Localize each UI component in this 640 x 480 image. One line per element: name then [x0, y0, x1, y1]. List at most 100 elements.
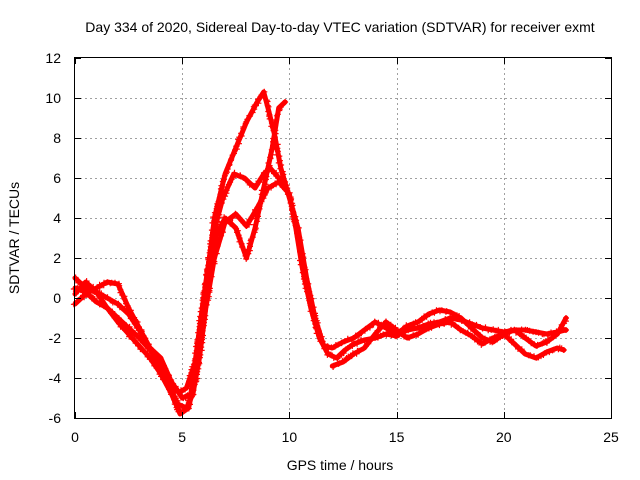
data-point-marker — [563, 315, 569, 321]
data-point-marker — [265, 165, 271, 172]
data-point-marker — [331, 362, 338, 369]
data-point-marker — [526, 327, 533, 334]
data-point-marker — [278, 162, 285, 168]
data-point-marker — [338, 339, 345, 346]
data-point-marker — [465, 331, 472, 338]
data-point-marker — [196, 326, 203, 333]
data-point-marker — [223, 216, 230, 223]
data-point-marker — [104, 294, 111, 301]
data-point-marker — [336, 360, 343, 367]
data-point-marker — [441, 320, 448, 327]
data-point-marker — [84, 280, 91, 287]
data-point-marker — [126, 323, 133, 330]
data-point-marker — [293, 221, 300, 228]
data-point-marker — [129, 336, 136, 343]
data-point-marker — [266, 115, 273, 122]
data-point-marker — [268, 183, 275, 189]
data-point-marker — [401, 333, 407, 340]
data-point-marker — [192, 371, 199, 378]
data-point-marker — [280, 177, 287, 184]
data-point-marker — [213, 250, 220, 257]
data-point-marker — [384, 321, 391, 327]
data-point-marker — [479, 325, 486, 332]
data-point-marker — [195, 341, 202, 348]
y-tick-label: -6 — [49, 410, 62, 426]
data-point-marker — [215, 198, 222, 205]
data-point-marker — [430, 322, 437, 329]
data-point-marker — [261, 93, 268, 100]
series-markers-track-d — [70, 99, 289, 402]
data-point-marker — [518, 346, 525, 353]
data-point-marker — [543, 339, 550, 346]
data-point-marker — [423, 313, 430, 320]
y-tick-label: 12 — [45, 50, 61, 66]
data-point-marker — [528, 340, 535, 347]
data-point-marker — [255, 213, 261, 220]
data-point-marker — [217, 191, 224, 198]
data-point-marker — [169, 380, 176, 387]
data-point-marker — [265, 160, 272, 166]
chart-title: Day 334 of 2020, Sidereal Day-to-day VTE… — [85, 19, 594, 35]
data-point-marker — [340, 350, 347, 357]
data-point-marker — [162, 365, 169, 372]
y-tick-label: 6 — [53, 170, 61, 186]
data-point-marker — [309, 307, 316, 314]
data-point-marker — [240, 174, 247, 181]
data-point-marker — [188, 385, 195, 392]
data-point-marker — [199, 300, 206, 307]
y-tick-label: -4 — [49, 370, 62, 386]
data-point-marker — [199, 309, 206, 316]
data-point-marker — [406, 334, 413, 341]
data-point-marker — [244, 251, 251, 258]
data-point-marker — [271, 134, 278, 141]
data-point-marker — [145, 341, 152, 348]
data-point-marker — [231, 150, 237, 157]
data-point-marker — [314, 322, 321, 329]
data-point-marker — [389, 323, 396, 330]
data-point-marker — [216, 227, 223, 233]
data-point-marker — [113, 315, 120, 322]
x-tick-label: 5 — [178, 429, 186, 445]
data-point-marker — [527, 352, 534, 359]
data-point-marker — [255, 178, 262, 185]
data-point-marker — [142, 337, 149, 344]
y-axis-label: SDTVAR / TECUs — [6, 182, 22, 294]
data-point-marker — [158, 358, 165, 365]
data-point-marker — [505, 335, 512, 342]
data-point-marker — [194, 348, 201, 355]
data-point-marker — [175, 389, 182, 396]
data-point-marker — [157, 354, 164, 361]
data-point-marker — [495, 326, 502, 333]
data-point-marker — [399, 325, 406, 332]
data-point-marker — [90, 286, 97, 293]
data-point-marker — [422, 326, 429, 333]
x-axis-label: GPS time / hours — [287, 457, 394, 473]
data-point-marker — [252, 225, 259, 232]
y-tick-label: 2 — [53, 250, 61, 266]
data-point-marker — [254, 218, 261, 225]
data-point-marker — [211, 218, 218, 225]
data-point-marker — [165, 372, 172, 379]
data-point-marker — [284, 191, 291, 198]
data-point-marker — [246, 112, 253, 119]
data-point-marker — [260, 185, 267, 192]
y-tick-label: -2 — [49, 330, 62, 346]
data-point-marker — [534, 341, 541, 348]
data-point-marker — [83, 290, 90, 297]
data-point-marker — [262, 171, 269, 178]
data-point-marker — [443, 308, 450, 315]
data-point-marker — [185, 405, 192, 412]
data-point-marker — [296, 234, 303, 241]
data-point-marker — [211, 224, 218, 231]
data-point-marker — [98, 297, 105, 304]
data-point-marker — [483, 338, 490, 345]
data-point-marker — [521, 350, 528, 357]
data-point-marker — [265, 108, 272, 115]
data-point-marker — [502, 333, 509, 340]
data-point-marker — [186, 397, 193, 404]
data-point-marker — [560, 347, 567, 353]
data-point-marker — [466, 322, 473, 329]
data-point-marker — [292, 220, 299, 227]
data-point-marker — [315, 328, 322, 334]
